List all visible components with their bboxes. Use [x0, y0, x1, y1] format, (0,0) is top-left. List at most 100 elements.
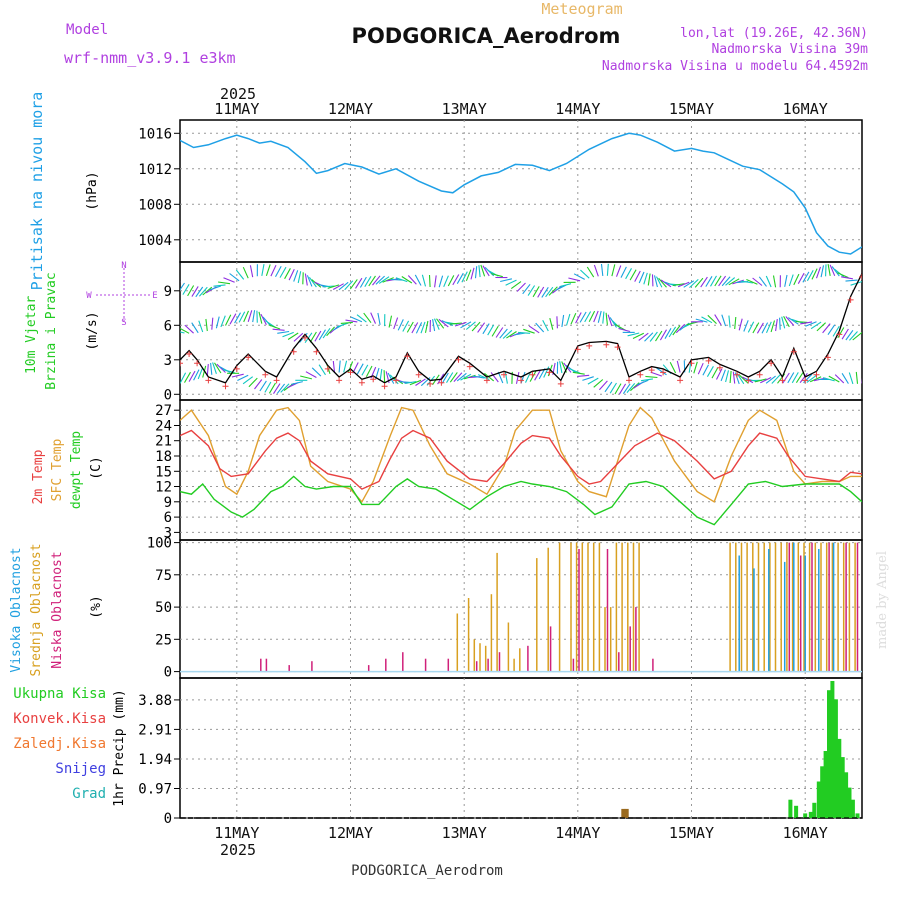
compass-e: E: [152, 291, 157, 301]
precip-grid: [180, 678, 862, 818]
wind-arrow: [603, 312, 604, 324]
wind-arrow: [645, 376, 657, 377]
wind-gust-marker: [427, 381, 433, 387]
wind-arrow: [698, 363, 703, 374]
wind-arrow: [439, 276, 442, 288]
precip-y-ticks: 3.882.911.940.970: [138, 693, 180, 827]
wind-arrow: [588, 378, 598, 384]
meteogram-subtitle: Meteogram: [541, 0, 622, 18]
wind-arrow: [835, 375, 844, 383]
wind-arrow: [269, 325, 280, 329]
wind-arrow: [639, 272, 644, 283]
wind-arrow: [276, 266, 282, 277]
wind-arrow: [605, 382, 612, 392]
wind-gust-marker: [558, 381, 564, 387]
wind-arrow: [780, 318, 781, 330]
wind-gust-marker: [177, 360, 183, 366]
day-label-bottom: 11MAY: [214, 824, 259, 842]
wind-arrow: [371, 313, 376, 324]
wind-arrow: [587, 267, 593, 277]
wind-arrow: [722, 315, 726, 326]
wind-arrow: [273, 329, 285, 330]
y-tick-label: 18: [155, 449, 172, 465]
wind-arrow: [366, 366, 372, 377]
wind-arrow: [262, 264, 264, 276]
wind-arrow: [280, 267, 286, 277]
day-label-top: 11MAY: [214, 100, 259, 118]
wind-arrow: [567, 314, 570, 326]
y-tick-label: 3: [164, 353, 172, 369]
wind-arrow: [628, 333, 640, 336]
wind-arrow: [243, 267, 248, 278]
wind-arrow: [266, 264, 270, 275]
precip-bar: [830, 681, 834, 818]
wind-arrow: [283, 332, 294, 336]
day-label-top: 15MAY: [669, 100, 714, 118]
wind-arrow: [289, 269, 294, 280]
wind-arrow: [362, 365, 368, 375]
wind-arrow: [384, 370, 385, 382]
precip-bars: [621, 681, 859, 818]
wind-arrow: [199, 321, 203, 332]
y-tick-label: 1008: [138, 197, 172, 213]
wind-arrow: [856, 372, 857, 384]
temperature-grid: [180, 400, 862, 540]
wind-arrow: [403, 321, 409, 332]
footer-station: PODGORICA_Aerodrom: [351, 863, 503, 879]
wind-arrow: [785, 275, 787, 287]
wind-arrow: [774, 276, 776, 288]
wind-arrow: [511, 282, 521, 289]
precip-bar: [809, 812, 813, 818]
wind-arrow: [237, 375, 248, 380]
wind-label-line1: 10m Vjetar: [24, 296, 39, 374]
low-cloud-label: Niska Oblacnost: [50, 551, 65, 668]
precip-bar: [856, 813, 860, 818]
wind-arrow: [602, 264, 603, 276]
wind-arrow: [250, 265, 252, 277]
day-label-bottom: 13MAY: [442, 824, 487, 842]
wind-arrow: [236, 270, 243, 279]
wind-arrow: [435, 319, 440, 330]
wind-arrow: [789, 275, 793, 286]
precip-bar: [851, 800, 855, 818]
day-label-top: 12MAY: [328, 100, 373, 118]
y-tick-label: 100: [147, 536, 172, 552]
wind-arrow: [821, 265, 823, 277]
compass-w: W: [86, 291, 92, 301]
wind-gust-marker: [626, 377, 632, 383]
pressure-frame: [180, 120, 862, 262]
wind-arrow: [259, 312, 262, 324]
y-tick-label: 1016: [138, 126, 172, 142]
wind-arrow: [249, 378, 257, 387]
wind-arrow: [277, 332, 289, 334]
cloud-grid: [180, 540, 862, 678]
y-tick-label: 25: [155, 632, 172, 648]
y-tick-label: 1.94: [138, 752, 172, 768]
wind-arrow: [759, 277, 766, 287]
wind-arrow: [435, 275, 437, 287]
wind-arrow: [733, 372, 734, 384]
pressure-grid: [180, 120, 862, 262]
wind-arrow: [853, 332, 862, 340]
wind-arrow: [479, 265, 480, 277]
temperature-frame: [180, 400, 862, 540]
wind-arrow: [298, 271, 301, 283]
temperature-unit: (C): [89, 456, 104, 479]
wind-arrow: [178, 283, 185, 293]
wind-arrow: [307, 275, 312, 286]
pressure-unit: (hPa): [85, 171, 100, 210]
y-tick-label: 27: [155, 403, 172, 419]
wind-arrow: [306, 372, 317, 378]
wind-arrow: [426, 321, 428, 333]
wind-arrow: [216, 317, 219, 329]
wind-arrow: [214, 285, 226, 286]
wind-arrow: [557, 316, 558, 328]
y-tick-label: 1012: [138, 162, 172, 178]
wind-arrow: [378, 313, 380, 325]
wind-arrow: [846, 280, 858, 281]
wind-arrow: [712, 368, 718, 379]
wind-arrow: [577, 375, 589, 376]
wind-arrow: [285, 268, 291, 279]
